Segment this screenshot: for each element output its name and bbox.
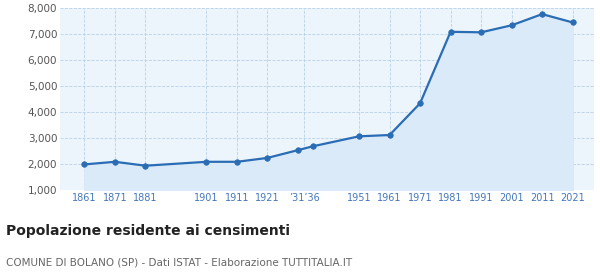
Text: COMUNE DI BOLANO (SP) - Dati ISTAT - Elaborazione TUTTITALIA.IT: COMUNE DI BOLANO (SP) - Dati ISTAT - Ela… [6, 258, 352, 268]
Text: Popolazione residente ai censimenti: Popolazione residente ai censimenti [6, 224, 290, 238]
